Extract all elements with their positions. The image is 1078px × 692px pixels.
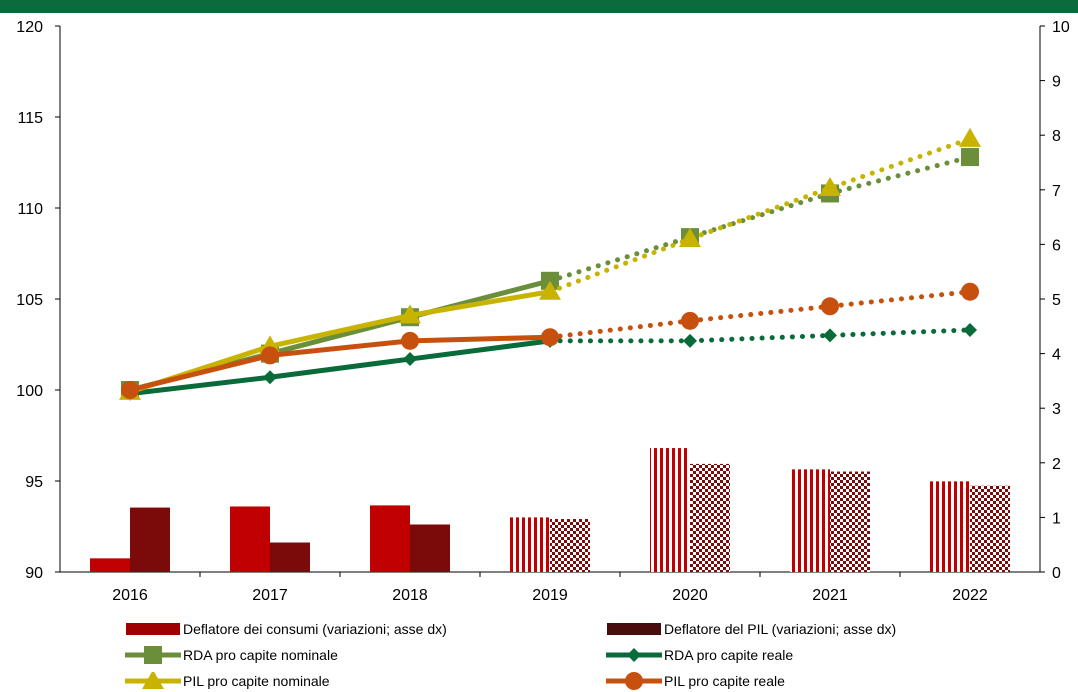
y-left-tick-label: 110 — [17, 201, 43, 218]
legend-item: PIL pro capite nominale — [125, 670, 330, 692]
chart-canvas: 90 95 100 105 110 115 120 0 1 2 3 4 5 6 7 8 9 10 2016 2017 2… — [16, 19, 1070, 604]
legend-swatch — [606, 648, 662, 662]
y-left-tick-label: 90 — [25, 565, 43, 582]
line-rda-pro-capite-reale-projection — [547, 327, 973, 344]
marker-pil-pro-capite-nominale — [959, 127, 981, 147]
marker-pil-pro-capite-reale — [961, 282, 979, 301]
legend-bar-swatch — [607, 623, 661, 635]
bar-deflatore-pil — [690, 463, 730, 572]
bar-deflatore-consumi — [790, 469, 830, 572]
bar-deflatore-pil — [270, 542, 310, 572]
line-pil-pro-capite-nominale-projection — [547, 136, 973, 295]
y-right-tick-label: 7 — [1052, 183, 1061, 200]
legend-swatch — [125, 646, 181, 664]
marker-pil-pro-capite-reale — [401, 331, 419, 350]
bar-deflatore-consumi — [510, 517, 550, 572]
line-rda-pro-capite-reale — [129, 338, 551, 397]
line-rda-pro-capite-nominale-projection — [547, 154, 973, 284]
line-pil-pro-capite-nominale — [129, 289, 551, 395]
y-right-tick-label: 6 — [1052, 237, 1061, 254]
bar-deflatore-consumi — [230, 506, 270, 572]
x-tick-label: 2021 — [812, 587, 848, 604]
legend-label: Deflatore del PIL (variazioni; asse dx) — [664, 621, 897, 637]
line-pil-pro-capite-reale-projection — [547, 289, 973, 340]
legend-swatch — [126, 623, 180, 635]
legend-marker — [144, 646, 162, 664]
marker-pil-pro-capite-nominale — [679, 227, 701, 247]
bar-deflatore-consumi — [930, 481, 970, 572]
legend-label: RDA pro capite reale — [664, 647, 794, 663]
marker-pil-pro-capite-reale — [261, 346, 279, 365]
bar-deflatore-consumi — [650, 448, 690, 572]
marker-pil-pro-capite-reale — [541, 328, 559, 347]
bar-deflatore-pil — [830, 471, 870, 572]
bars-group — [90, 448, 1010, 572]
bar-deflatore-pil — [130, 507, 170, 572]
tick-labels-group: 90 95 100 105 110 115 120 0 1 2 3 4 5 6 7 8 9 10 2016 2017 2… — [16, 19, 1070, 604]
bar-deflatore-pil — [550, 519, 590, 572]
marker-pil-pro-capite-nominale — [539, 280, 561, 300]
legend-marker — [142, 672, 164, 689]
legend-marker — [627, 648, 641, 662]
y-left-tick-label: 100 — [16, 383, 43, 400]
y-right-tick-label: 2 — [1052, 456, 1061, 473]
legend-item: Deflatore del PIL (variazioni; asse dx) — [606, 618, 896, 640]
marker-rda-pro-capite-reale — [403, 352, 417, 367]
bar-deflatore-pil — [970, 485, 1010, 572]
x-tick-label: 2019 — [532, 587, 568, 604]
legend-label: PIL pro capite reale — [664, 673, 785, 689]
header-bar — [0, 0, 1078, 13]
legend-label: Deflatore dei consumi (variazioni; asse … — [183, 621, 447, 637]
legend-swatch — [125, 672, 181, 689]
y-right-tick-label: 9 — [1052, 74, 1061, 91]
axes-group — [55, 25, 1045, 577]
y-left-tick-label: 105 — [16, 292, 43, 309]
legend-marker — [625, 672, 643, 690]
line-pil-pro-capite-reale — [129, 334, 551, 393]
marker-pil-pro-capite-nominale — [819, 176, 841, 196]
y-right-tick-label: 0 — [1052, 565, 1061, 582]
marker-pil-pro-capite-reale — [821, 297, 839, 316]
y-right-tick-label: 1 — [1052, 510, 1061, 527]
x-tick-label: 2020 — [672, 587, 708, 604]
x-tick-label: 2022 — [952, 587, 988, 604]
legend-item: RDA pro capite reale — [606, 644, 793, 666]
marker-pil-pro-capite-reale — [121, 381, 139, 399]
bar-deflatore-consumi — [370, 505, 410, 572]
y-left-tick-label: 115 — [17, 110, 43, 127]
legend-item: RDA pro capite nominale — [125, 644, 338, 666]
bar-deflatore-pil — [410, 524, 450, 572]
legend: Deflatore dei consumi (variazioni; asse … — [0, 618, 1078, 691]
marker-rda-pro-capite-nominale — [961, 148, 979, 167]
legend-swatch — [607, 623, 661, 635]
legend-item: Deflatore dei consumi (variazioni; asse … — [125, 618, 447, 640]
x-tick-label: 2016 — [112, 587, 148, 604]
y-left-tick-label: 95 — [25, 474, 43, 491]
legend-bar-swatch — [126, 623, 180, 635]
y-right-tick-label: 8 — [1052, 128, 1061, 145]
y-right-tick-label: 4 — [1052, 347, 1061, 364]
y-right-tick-label: 5 — [1052, 292, 1061, 309]
y-right-tick-label: 10 — [1052, 19, 1070, 36]
marker-pil-pro-capite-reale — [681, 311, 699, 330]
legend-label: RDA pro capite nominale — [183, 647, 338, 663]
x-tick-label: 2017 — [252, 587, 288, 604]
lines-group — [119, 127, 981, 401]
marker-rda-pro-capite-reale — [683, 333, 697, 348]
marker-rda-pro-capite-reale — [963, 322, 977, 337]
marker-rda-pro-capite-reale — [263, 370, 277, 385]
legend-label: PIL pro capite nominale — [183, 673, 330, 689]
bar-deflatore-consumi — [90, 558, 130, 572]
legend-swatch — [606, 672, 662, 690]
x-tick-label: 2018 — [392, 587, 428, 604]
legend-item: PIL pro capite reale — [606, 670, 785, 692]
marker-rda-pro-capite-reale — [823, 328, 837, 343]
y-right-tick-label: 3 — [1052, 401, 1061, 418]
marker-pil-pro-capite-nominale — [399, 304, 421, 324]
y-left-tick-label: 120 — [16, 19, 43, 36]
